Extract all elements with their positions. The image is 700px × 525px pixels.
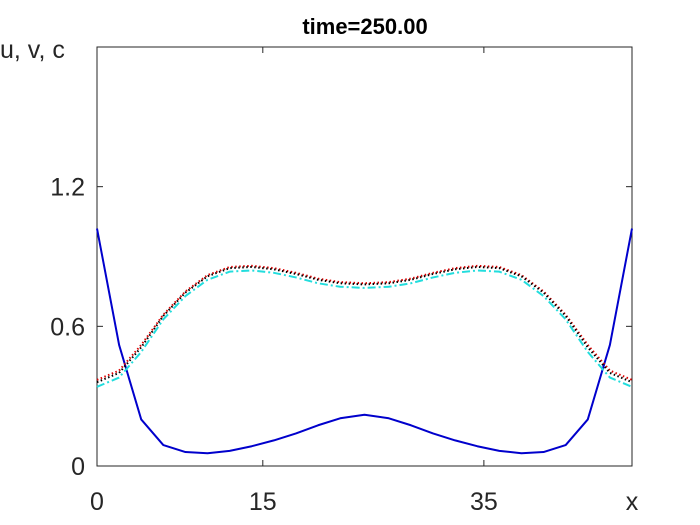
x-axis-label: x <box>626 488 639 516</box>
y-tick-label: 1.2 <box>50 174 85 202</box>
series-line <box>96 269 633 388</box>
x-tick-label: 35 <box>470 488 498 516</box>
series-line <box>96 264 633 381</box>
plot-frame <box>96 46 633 467</box>
y-axis-label: u, v, c <box>0 36 65 64</box>
y-tick-label: 0 <box>71 453 85 481</box>
x-tick-label: 0 <box>90 488 104 516</box>
chart-title: time=250.00 <box>302 14 427 39</box>
series-line <box>96 228 633 455</box>
series-line <box>96 265 633 384</box>
x-tick-label: 15 <box>249 488 277 516</box>
y-tick-label: 0.6 <box>50 313 85 341</box>
